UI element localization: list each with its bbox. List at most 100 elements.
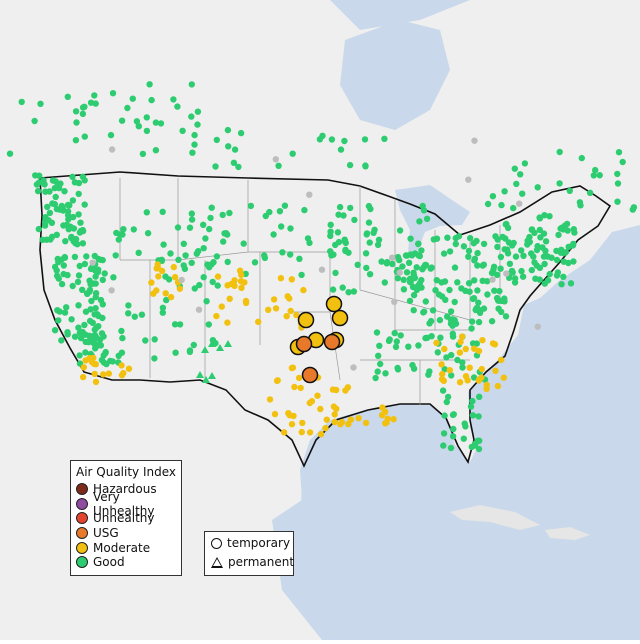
monitor-site-marker — [91, 252, 99, 260]
monitor-site-marker — [93, 334, 101, 342]
monitor-site-marker — [469, 397, 476, 405]
monitor-site-marker — [125, 365, 133, 372]
monitor-site-marker — [279, 249, 286, 256]
great-lakes — [395, 185, 470, 252]
monitor-site-marker — [466, 364, 473, 371]
monitor-site-marker — [87, 99, 95, 106]
monitor-site-marker — [213, 136, 220, 144]
monitor-site-marker — [100, 371, 107, 378]
monitor-site-marker — [231, 282, 238, 289]
monitor-site-marker — [407, 235, 414, 242]
monitor-site-marker — [170, 263, 177, 271]
monitor-site-marker — [220, 238, 227, 245]
monitor-site-marker — [517, 171, 524, 178]
monitor-site-marker — [471, 257, 478, 264]
monitor-site-marker — [209, 278, 216, 286]
monitor-site-marker — [288, 276, 295, 283]
monitor-site-marker — [469, 318, 476, 325]
monitor-site-marker — [230, 159, 238, 166]
monitor-site-marker — [194, 121, 201, 128]
monitor-site-marker — [471, 442, 478, 449]
monitor-site-marker — [475, 347, 483, 355]
monitor-site-marker — [125, 310, 132, 317]
monitor-site-marker — [560, 258, 567, 265]
monitor-site-marker — [406, 297, 414, 305]
monitor-site-marker — [53, 267, 60, 274]
monitor-site-marker — [465, 280, 473, 287]
monitor-site-marker — [74, 241, 81, 248]
monitor-site-marker — [457, 338, 464, 346]
monitor-site-marker — [287, 225, 294, 232]
monitor-site-marker — [64, 93, 72, 101]
monitor-site-marker — [119, 334, 126, 342]
monitor-site-marker — [76, 229, 84, 236]
monitor-site-marker — [179, 127, 186, 134]
monitor-site-marker — [460, 243, 468, 250]
monitor-site-marker — [131, 313, 138, 320]
monitor-site-marker — [350, 288, 358, 295]
monitor-site-marker — [394, 364, 401, 372]
monitor-site-marker — [202, 235, 209, 242]
monitor-site-marker — [69, 282, 76, 290]
monitor-site-marker — [291, 383, 298, 391]
monitor-site-marker — [389, 254, 396, 261]
monitor-site-marker — [142, 337, 149, 344]
monitor-site-marker — [511, 165, 518, 172]
monitor-site-marker — [49, 200, 56, 207]
monitor-sites — [6, 81, 638, 453]
monitor-site-marker — [224, 282, 231, 289]
monitor-site-marker — [405, 259, 413, 266]
monitor-site-marker — [101, 270, 108, 277]
monitor-site-marker — [278, 223, 285, 230]
monitor-site-marker — [476, 437, 483, 444]
site-type-legend: temporary permanent — [204, 531, 294, 576]
monitor-site-marker — [81, 133, 89, 140]
monitor-site-marker — [374, 368, 381, 375]
monitor-site-marker — [403, 269, 411, 276]
monitor-site-marker — [586, 189, 594, 196]
monitor-site-marker — [188, 216, 196, 223]
monitor-site-marker — [314, 392, 321, 399]
monitor-site-marker — [109, 90, 117, 97]
monitor-site-marker — [451, 298, 458, 306]
monitor-site-marker — [176, 285, 184, 292]
monitor-site-marker — [120, 226, 127, 233]
monitor-site-marker — [471, 137, 478, 144]
monitor-site-marker — [439, 387, 447, 394]
monitor-site-marker — [448, 372, 455, 379]
monitor-site-marker — [470, 374, 478, 381]
monitor-site-marker — [546, 270, 553, 278]
monitor-site-marker — [91, 326, 99, 333]
monitor-site-marker — [178, 276, 185, 284]
monitor-site-marker — [159, 208, 166, 215]
monitor-site-marker — [376, 342, 383, 349]
monitor-site-marker — [148, 96, 155, 104]
monitor-site-marker — [478, 374, 485, 381]
monitor-site-marker — [506, 260, 514, 267]
monitor-site-marker — [410, 269, 417, 276]
monitor-site-marker — [590, 172, 597, 179]
monitor-site-marker — [298, 428, 305, 436]
legend-permanent: permanent — [205, 554, 294, 570]
monitor-site-marker — [171, 273, 179, 281]
monitor-site-marker — [524, 237, 531, 244]
monitor-site-marker — [614, 198, 621, 205]
monitor-site-marker — [207, 214, 214, 222]
monitor-site-marker — [301, 206, 308, 214]
monitor-site-marker — [327, 232, 334, 240]
monitor-site-marker — [83, 253, 90, 260]
monitor-site-marker — [69, 173, 76, 180]
monitor-site-marker — [109, 358, 116, 365]
monitor-site-marker — [75, 272, 83, 279]
monitor-site-marker — [425, 371, 432, 378]
monitor-site-marker — [534, 323, 541, 330]
monitor-site-marker — [306, 239, 313, 247]
monitor-site-marker — [451, 264, 459, 271]
monitor-site-marker — [301, 366, 319, 384]
monitor-site-marker — [592, 166, 599, 174]
monitor-site-marker — [332, 241, 339, 249]
monitor-site-marker — [351, 216, 358, 224]
monitor-site-marker — [53, 205, 61, 213]
monitor-site-marker — [322, 425, 329, 432]
monitor-site-marker — [287, 251, 294, 258]
